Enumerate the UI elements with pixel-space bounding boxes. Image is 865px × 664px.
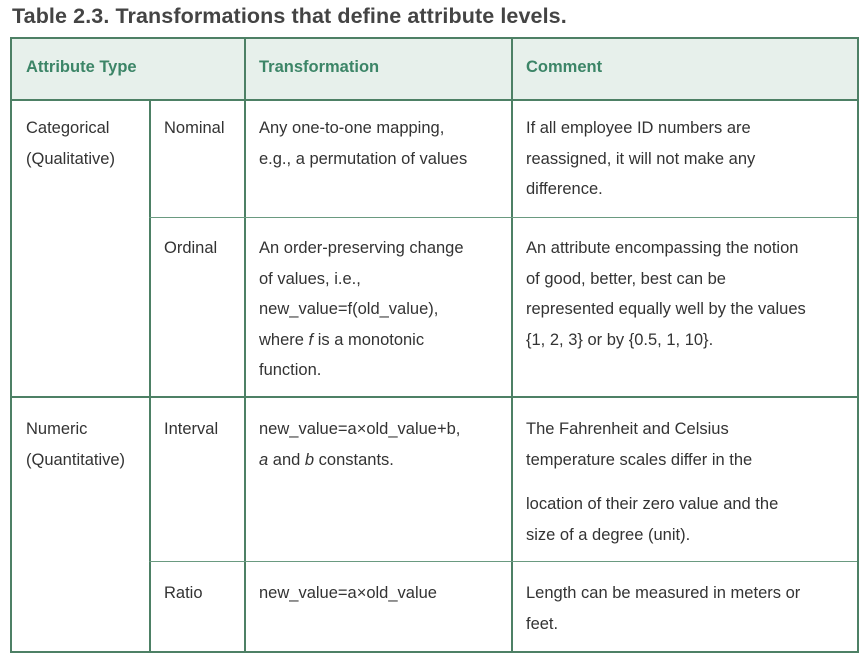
- transformation-ordinal-line: where f is a monotonic: [259, 325, 464, 356]
- transformations-table: Attribute Type Transformation Comment Ca…: [10, 37, 859, 653]
- comment-interval-line: size of a degree (unit).: [526, 525, 691, 544]
- row-divider-nominal-ordinal: [149, 217, 857, 218]
- row-divider-groups: [12, 396, 857, 398]
- transformation-ordinal: An order-preserving change of values, i.…: [259, 233, 464, 386]
- comment-interval: The Fahrenheit and Celsius temperature s…: [526, 414, 778, 550]
- comment-nominal: If all employee ID numbers are reassigne…: [526, 113, 755, 205]
- column-divider-transformation: [244, 39, 246, 651]
- header-comment: Comment: [526, 58, 603, 76]
- comment-ordinal-line: {1, 2, 3} or by {0.5, 1, 10}.: [526, 330, 714, 349]
- transformation-ordinal-where: where: [259, 330, 309, 349]
- comment-nominal-line: reassigned, it will not make any: [526, 149, 756, 168]
- transformation-interval-a: a: [259, 450, 269, 469]
- transformation-interval-and: and: [268, 450, 305, 469]
- transformation-ordinal-line: function.: [259, 361, 322, 379]
- comment-ordinal-line: An attribute encompassing the notion: [526, 239, 799, 257]
- transformation-nominal: Any one-to-one mapping, e.g., a permutat…: [259, 113, 467, 174]
- transformation-ordinal-line: of values, i.e.,: [259, 269, 361, 288]
- transformation-ordinal-monotonic: is a monotonic: [313, 330, 425, 349]
- comment-interval-line: temperature scales differ in the: [526, 450, 753, 469]
- level-nominal: Nominal: [164, 119, 225, 137]
- transformation-nominal-line: e.g., a permutation of values: [259, 149, 468, 168]
- group-categorical-label: Categorical (Qualitative): [26, 113, 115, 174]
- transformation-interval-line: new_value=a×old_value+b,: [259, 420, 461, 438]
- transformation-nominal-line: Any one-to-one mapping,: [259, 119, 445, 137]
- group-numeric-line2: (Quantitative): [26, 450, 126, 469]
- group-categorical-line1: Categorical: [26, 119, 110, 137]
- comment-ratio: Length can be measured in meters or feet…: [526, 578, 800, 639]
- comment-nominal-line: If all employee ID numbers are: [526, 119, 751, 137]
- level-ordinal: Ordinal: [164, 239, 218, 257]
- transformation-ordinal-line: An order-preserving change: [259, 239, 464, 257]
- transformation-interval: new_value=a×old_value+b, a and b constan…: [259, 414, 460, 475]
- transformation-interval-line: a and b constants.: [259, 445, 460, 476]
- transformation-ordinal-line: new_value=f(old_value),: [259, 300, 439, 318]
- column-divider-comment: [511, 39, 513, 651]
- comment-ordinal: An attribute encompassing the notion of …: [526, 233, 806, 355]
- group-numeric-line1: Numeric: [26, 420, 88, 438]
- comment-interval-line: The Fahrenheit and Celsius: [526, 420, 729, 438]
- table-title: Table 2.3. Transformations that define a…: [12, 4, 567, 28]
- comment-ratio-line: Length can be measured in meters or: [526, 584, 801, 602]
- comment-ordinal-line: represented equally well by the values: [526, 300, 806, 318]
- comment-ratio-line: feet.: [526, 614, 559, 633]
- row-divider-interval-ratio: [149, 561, 857, 562]
- transformation-ratio: new_value=a×old_value: [259, 584, 437, 602]
- comment-ordinal-line: of good, better, best can be: [526, 269, 726, 288]
- header-attribute-type: Attribute Type: [26, 58, 137, 76]
- group-numeric-label: Numeric (Quantitative): [26, 414, 125, 475]
- comment-nominal-line: difference.: [526, 180, 603, 198]
- level-ratio: Ratio: [164, 584, 203, 602]
- group-categorical-line2: (Qualitative): [26, 149, 115, 168]
- transformation-ordinal-f: f: [308, 330, 314, 349]
- transformation-interval-constants: constants.: [314, 450, 394, 469]
- level-interval: Interval: [164, 420, 219, 438]
- header-transformation: Transformation: [259, 58, 380, 76]
- column-divider-level: [149, 99, 151, 651]
- table-header-row: [12, 39, 857, 101]
- comment-interval-line: location of their zero value and the: [526, 495, 779, 513]
- transformation-interval-b: b: [304, 450, 315, 469]
